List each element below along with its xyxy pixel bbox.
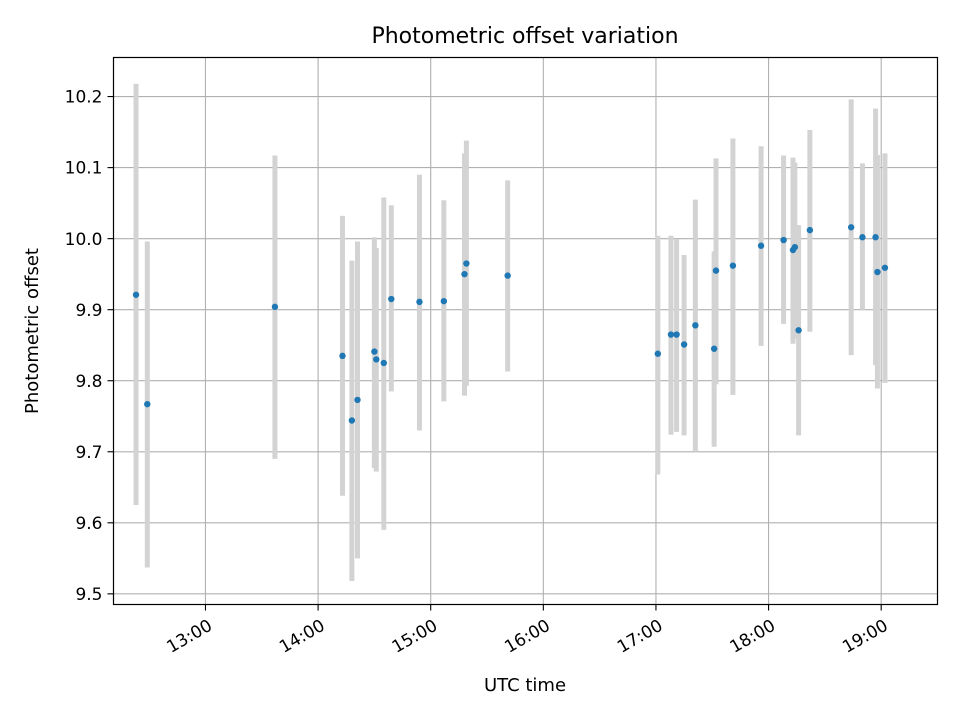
data-point [416,298,423,306]
data-point [371,348,378,355]
data-point [872,234,879,241]
data-point [504,272,511,279]
data-point [461,270,468,278]
y-axis-label: Photometric offset [22,248,43,414]
y-tick-label: 10.0 [65,230,103,250]
data-point [791,243,799,251]
data-point [712,267,720,274]
data-point [673,331,680,338]
point-layer [132,224,889,424]
data-point [354,396,361,404]
data-point [806,226,814,234]
chart-title: Photometric offset variation [371,24,678,49]
data-point [440,297,448,305]
y-tick-label: 9.7 [75,443,102,463]
data-point [132,291,140,298]
data-point [692,322,699,329]
data-point [271,303,279,311]
data-point [373,356,380,363]
data-point [654,350,662,357]
data-point [667,331,675,338]
data-point [144,400,151,408]
data-point [388,295,395,303]
data-point [729,262,737,269]
y-tick-label: 9.5 [75,585,102,605]
y-tick-label: 9.6 [75,514,102,534]
data-point [348,417,356,424]
y-tick-label: 10.2 [65,88,103,108]
y-tick-label: 10.1 [65,159,103,179]
data-point [339,352,346,360]
data-point [847,224,855,231]
y-tick-label: 9.9 [75,301,102,321]
data-point [680,341,688,348]
data-point [463,260,470,267]
data-point [881,264,889,271]
data-point [780,236,787,244]
data-point [380,359,387,367]
data-point [874,268,881,276]
plot-frame [112,56,939,606]
data-point [757,242,765,249]
data-point [859,234,866,241]
data-point [710,345,718,352]
y-tick-label: 9.8 [75,372,102,392]
data-point [795,327,802,334]
x-axis-label: UTC time [484,675,566,696]
